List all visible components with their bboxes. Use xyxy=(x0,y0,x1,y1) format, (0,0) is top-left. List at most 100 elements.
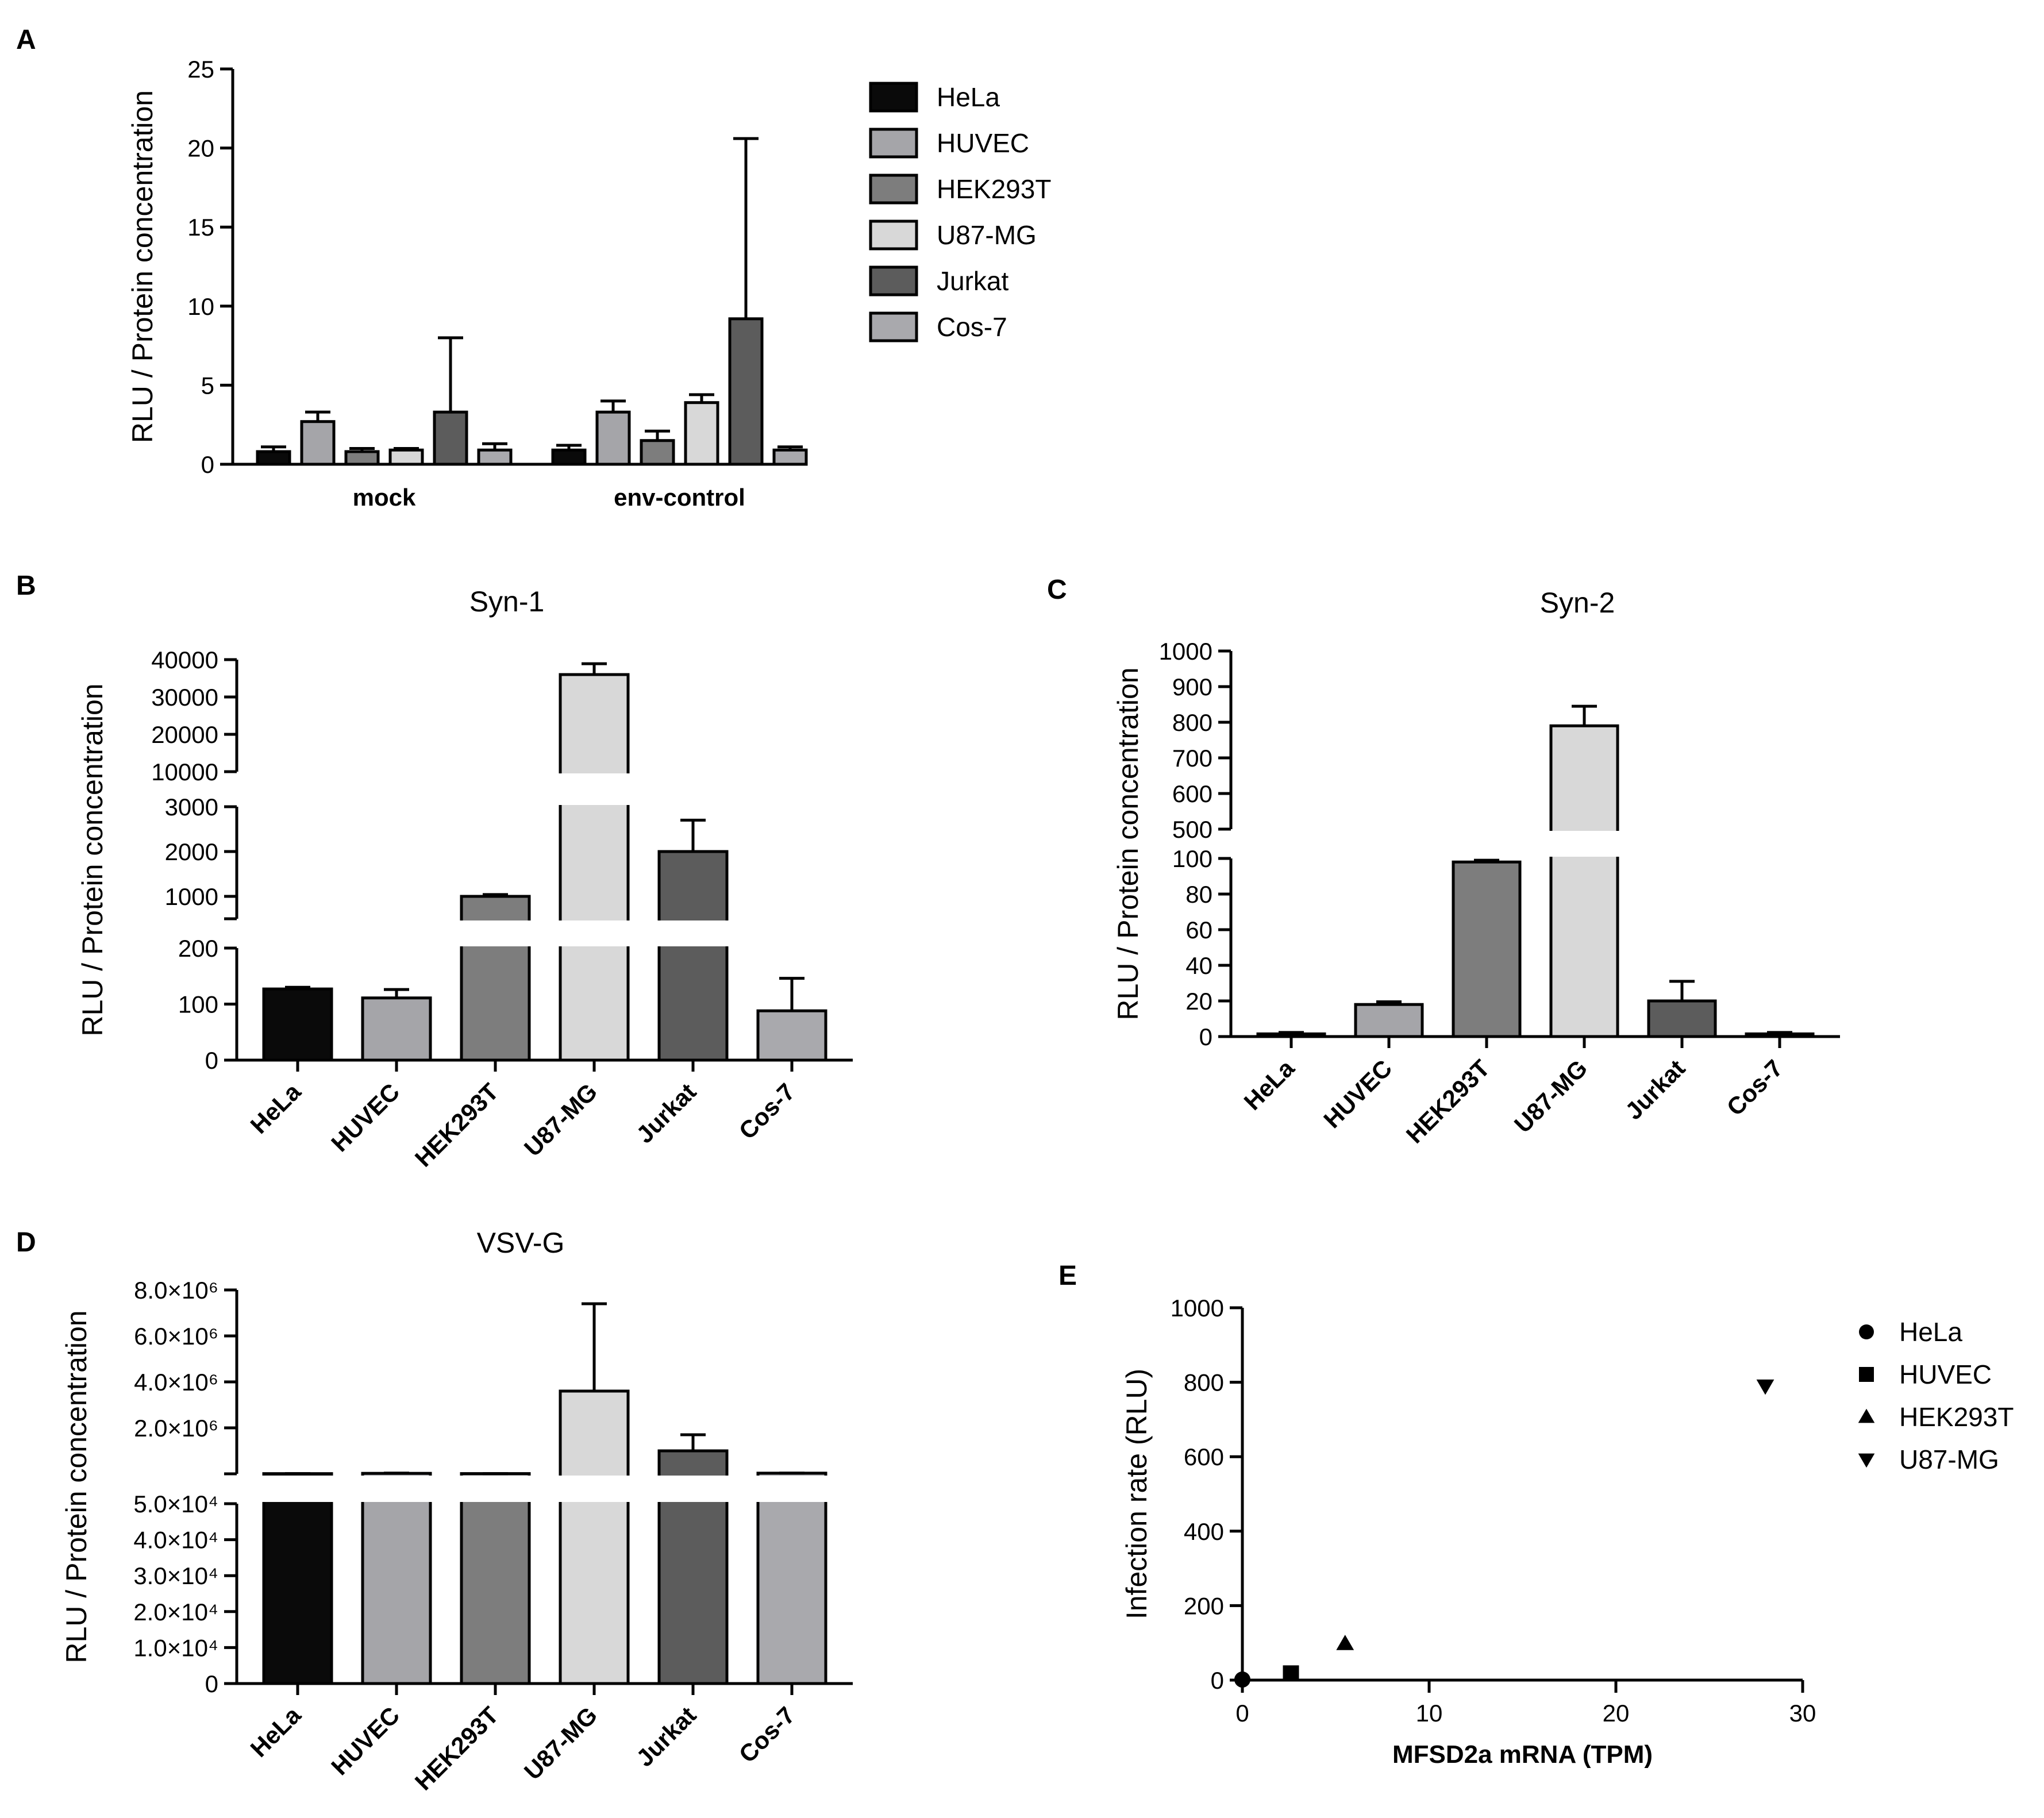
panel-d-x-tick-label-hela: HeLa xyxy=(245,1701,306,1762)
panel-c-bar-break-gap xyxy=(1549,831,1620,857)
panel-a-y-tick-label: 25 xyxy=(187,56,214,83)
panel-e-y-tick-label: 0 xyxy=(1211,1667,1224,1694)
panel-b-x-tick-label-cos-7: Cos-7 xyxy=(734,1078,800,1145)
panel-a-legend-swatch-hela xyxy=(869,82,918,113)
panel-b-y-tick-label: 40000 xyxy=(151,646,218,673)
panel-a-bar-env-control-hela xyxy=(551,448,587,466)
panel-d-y-tick-label: 0 xyxy=(205,1670,218,1697)
panel-e-legend-marker-huvec xyxy=(1859,1367,1874,1382)
panel-d-y-tick-label: 6.0×10⁶ xyxy=(134,1323,218,1350)
panel-d-bar-hek293t xyxy=(460,1472,531,1685)
panel-e-point-hela xyxy=(1234,1671,1250,1688)
panel-b-bar-u87-mg xyxy=(559,673,630,1062)
panel-e-x-axis-label: MFSD2a mRNA (TPM) xyxy=(1392,1740,1653,1769)
panel-c-y-tick-label: 20 xyxy=(1185,988,1212,1015)
panel-a-bar-env-control-huvec xyxy=(595,410,631,466)
panel-e-y-tick-label: 400 xyxy=(1184,1518,1224,1545)
panel-e-y-tick-label: 800 xyxy=(1184,1369,1224,1396)
panel-e-point-huvec xyxy=(1283,1665,1299,1682)
panel-d-x-tick-label-u87-mg: U87-MG xyxy=(519,1701,602,1785)
panel-a-bar-env-control-hek293t xyxy=(640,439,675,466)
panel-d-bar-break-gap xyxy=(657,1476,729,1502)
panel-c-bar-jurkat xyxy=(1647,999,1717,1038)
panel-c-y-tick-label: 40 xyxy=(1185,952,1212,979)
panel-e-x-tick-label: 30 xyxy=(1789,1700,1816,1727)
panel-c-x-tick-label-u87-mg: U87-MG xyxy=(1509,1054,1592,1138)
panel-b-y-tick-label: 30000 xyxy=(151,684,218,711)
panel-a-legend-label-hela: HeLa xyxy=(937,82,1000,112)
panel-b-bar-break-gap xyxy=(459,920,532,946)
panel-a-legend-label-hek293t: HEK293T xyxy=(937,174,1051,204)
panel-b-y-tick-label: 100 xyxy=(178,991,218,1018)
panel-b-bar-break-gap xyxy=(657,920,729,946)
panel-b-x-tick-label-huvec: HUVEC xyxy=(326,1078,405,1157)
panel-a-bar-mock-u87-mg xyxy=(388,448,424,466)
panel-b-y-tick-label: 20000 xyxy=(151,721,218,748)
panel-d-bar-huvec xyxy=(361,1472,432,1685)
panel-e-y-tick-label: 1000 xyxy=(1171,1295,1224,1322)
panel-e-legend-marker-u87-mg xyxy=(1858,1453,1875,1468)
panel-c-title: Syn-2 xyxy=(1540,587,1615,619)
panel-a-legend-swatch-hek293t xyxy=(869,174,918,205)
panel-e-legend-marker-hek293t xyxy=(1858,1408,1875,1423)
panel-a-legend-swatch-huvec xyxy=(869,128,918,159)
panel-c-y-axis-label: RLU / Protein concentration xyxy=(1112,667,1144,1020)
panel-b-x-tick-label-hela: HeLa xyxy=(245,1078,306,1139)
panel-c-bar-cos-7 xyxy=(1745,1032,1815,1038)
panel-a-bar-env-control-cos-7 xyxy=(772,448,808,466)
panel-a-y-tick-label: 15 xyxy=(187,214,214,241)
panel-b-title: Syn-1 xyxy=(469,586,545,618)
panel-c-y-tick-label: 80 xyxy=(1185,881,1212,908)
panel-d-bar-cos-7 xyxy=(756,1472,827,1685)
panel-a-legend-swatch-jurkat xyxy=(869,265,918,296)
panel-d-vsvg-bar-chart: VSV-G RLU / Protein concentration 0 1.0×10⁴… xyxy=(60,1227,853,1796)
panel-c-x-tick-label-hela: HeLa xyxy=(1239,1054,1300,1115)
panel-d-y-tick-label: 3.0×10⁴ xyxy=(133,1562,218,1589)
panel-b-bar-jurkat xyxy=(657,850,729,1062)
panel-a-group-label: env-control xyxy=(614,484,745,511)
panel-d-bar-break-gap xyxy=(261,1476,334,1502)
panel-e-legend-label-u87-mg: U87-MG xyxy=(1899,1445,1999,1474)
panel-d-x-tick-label-jurkat: Jurkat xyxy=(631,1701,701,1771)
panel-a-bar-mock-huvec xyxy=(300,420,336,466)
panel-d-x-tick-label-cos-7: Cos-7 xyxy=(734,1701,800,1768)
panel-b-y-tick-label: 200 xyxy=(178,935,218,962)
panel-c-y-tick-label: 800 xyxy=(1172,709,1212,736)
panel-e-legend-label-huvec: HUVEC xyxy=(1899,1359,1992,1389)
panel-c-y-tick-label: 1000 xyxy=(1159,638,1212,665)
panel-c-x-tick-label-jurkat: Jurkat xyxy=(1620,1054,1690,1124)
panel-c-y-tick-label: 600 xyxy=(1172,780,1212,807)
panel-e-y-axis-label: Infection rate (RLU) xyxy=(1121,1369,1153,1619)
panel-d-bar-u87-mg xyxy=(559,1389,630,1685)
panel-d-x-tick-label-hek293t: HEK293T xyxy=(410,1701,504,1796)
panel-a-legend-swatch-u87-mg xyxy=(869,219,918,251)
panel-d-y-tick-label: 2.0×10⁶ xyxy=(134,1415,218,1442)
panel-b-bar-cos-7 xyxy=(756,1009,827,1062)
panel-d-y-axis-label: RLU / Protein concentration xyxy=(60,1310,93,1663)
panel-d-bar-hela xyxy=(262,1472,333,1685)
panel-d-y-tick-label: 1.0×10⁴ xyxy=(133,1634,218,1661)
panel-a-bar-env-control-jurkat xyxy=(728,317,764,466)
panel-c-x-tick-label-cos-7: Cos-7 xyxy=(1722,1054,1788,1121)
panel-d-y-tick-label: 8.0×10⁶ xyxy=(134,1277,218,1304)
panel-b-x-tick-label-jurkat: Jurkat xyxy=(631,1078,701,1148)
panel-e-point-u87-mg xyxy=(1756,1379,1774,1395)
panel-a-grouped-bar-chart: RLU / Protein concentration 0 5 10 15 20 25 moc… xyxy=(126,56,1051,511)
panel-c-bar-huvec xyxy=(1354,1003,1424,1038)
panel-d-bar-break-gap xyxy=(558,1476,630,1502)
panel-c-y-tick-label: 900 xyxy=(1172,673,1212,700)
panel-e-legend-marker-hela xyxy=(1859,1324,1874,1339)
panel-c-y-tick-label: 700 xyxy=(1172,745,1212,772)
panel-b-y-tick-label: 10000 xyxy=(151,758,218,785)
panel-b-y-axis-label: RLU / Protein concentration xyxy=(76,683,109,1036)
panel-a-legend-swatch-cos-7 xyxy=(869,311,918,342)
panel-a-legend-label-huvec: HUVEC xyxy=(937,128,1029,158)
panel-b-x-tick-label-hek293t: HEK293T xyxy=(410,1078,504,1172)
panel-d-y-tick-label: 2.0×10⁴ xyxy=(133,1599,218,1626)
panel-c-bar-hela xyxy=(1256,1032,1326,1038)
panel-b-syn1-bar-chart: Syn-1 RLU / Protein concentration 0 100 200 1… xyxy=(76,586,853,1172)
panel-a-y-tick-label: 20 xyxy=(187,135,214,162)
panel-e-scatter-chart: Infection rate (RLU) MFSD2a mRNA (TPM) 0 20… xyxy=(1121,1295,2014,1769)
panel-label-d: D xyxy=(16,1227,36,1258)
panel-a-bar-mock-hela xyxy=(256,450,291,466)
